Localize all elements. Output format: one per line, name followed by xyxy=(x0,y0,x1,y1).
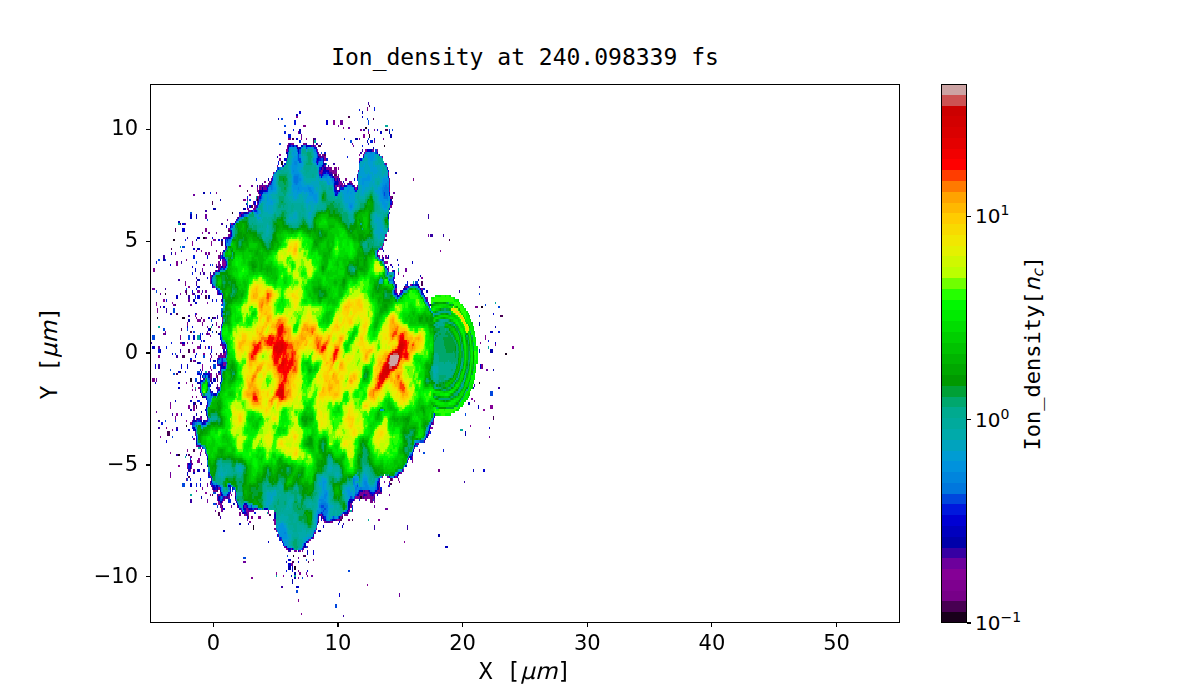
colorbar-tick-label: 101 xyxy=(975,202,1009,228)
y-tick xyxy=(146,576,150,577)
x-tick-label: 0 xyxy=(183,631,243,655)
x-axis-label-unit: μm xyxy=(520,658,557,684)
plot-title: Ion_density at 240.098339 fs xyxy=(150,44,900,70)
colorbar-tick-label: 100 xyxy=(975,406,1009,432)
x-tick xyxy=(587,623,588,627)
y-tick-label: 10 xyxy=(78,116,138,140)
colorbar-tick xyxy=(967,622,971,623)
x-tick-label: 10 xyxy=(308,631,368,655)
y-tick-label: 0 xyxy=(78,340,138,364)
colorbar-label-sub: c xyxy=(1029,270,1047,278)
y-axis-label-unit: μm xyxy=(36,321,62,358)
x-tick xyxy=(711,623,712,627)
y-axis-label-pre: Y [ xyxy=(36,358,62,400)
y-tick-label: −10 xyxy=(78,564,138,588)
x-tick-label: 30 xyxy=(557,631,617,655)
x-tick-label: 50 xyxy=(807,631,867,655)
y-tick-label: 5 xyxy=(78,228,138,252)
x-axis-label-post: ] xyxy=(557,658,571,684)
y-tick xyxy=(146,241,150,242)
colorbar-border xyxy=(941,84,967,623)
axes-border xyxy=(150,84,900,623)
colorbar-label-var: n xyxy=(1020,278,1045,292)
x-axis-label-pre: X [ xyxy=(479,658,521,684)
x-tick xyxy=(337,623,338,627)
y-tick-label: −5 xyxy=(78,452,138,476)
x-axis-label: X [μm] xyxy=(150,658,900,684)
colorbar-tick xyxy=(967,216,971,217)
colorbar-label: Ion_density[nc] xyxy=(1020,84,1047,623)
colorbar-tick xyxy=(967,419,971,420)
y-axis-label-post: ] xyxy=(36,307,62,321)
x-tick xyxy=(836,623,837,627)
x-tick-label: 20 xyxy=(433,631,493,655)
x-tick-label: 40 xyxy=(682,631,742,655)
y-tick xyxy=(146,464,150,465)
y-axis-label: Y [μm] xyxy=(36,84,62,623)
x-tick xyxy=(462,623,463,627)
y-tick xyxy=(146,352,150,353)
figure: Ion_density at 240.098339 fs 01020304050… xyxy=(0,0,1200,700)
y-tick xyxy=(146,129,150,130)
colorbar-label-pre: Ion_density[ xyxy=(1020,292,1045,451)
x-tick xyxy=(213,623,214,627)
colorbar-tick-label: 10−1 xyxy=(975,609,1021,635)
colorbar-label-post: ] xyxy=(1020,256,1045,269)
